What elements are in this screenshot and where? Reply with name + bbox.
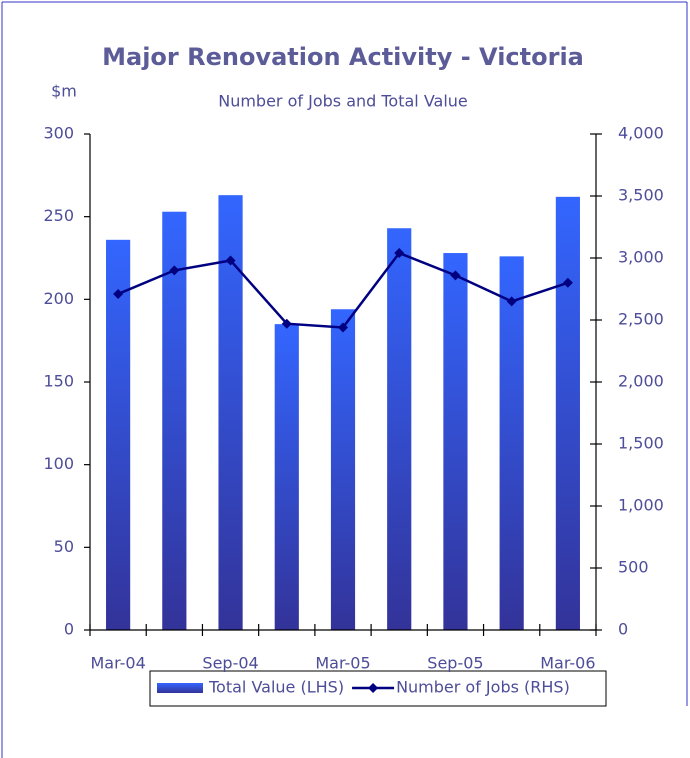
marker — [394, 248, 405, 259]
y-tick-label: 100 — [43, 454, 74, 473]
y2-tick-label: 2,500 — [618, 310, 664, 329]
y-tick-label: 200 — [43, 289, 74, 308]
y2-tick-label: 1,000 — [618, 496, 664, 515]
marker — [506, 296, 517, 307]
x-tick-label: Mar-06 — [540, 654, 595, 673]
y-tick-label: 250 — [43, 206, 74, 225]
bar — [499, 256, 524, 630]
y2-tick-label: 1,500 — [618, 434, 664, 453]
legend-marker — [368, 683, 379, 693]
legend-label: Number of Jobs (RHS) — [396, 678, 570, 697]
y-tick-label: 150 — [43, 372, 74, 391]
y2-tick-label: 2,000 — [618, 372, 664, 391]
marker — [281, 318, 292, 329]
marker — [450, 270, 461, 281]
y-tick-label: 0 — [64, 620, 74, 639]
marker — [113, 288, 124, 299]
bar — [162, 211, 187, 630]
marker — [338, 322, 348, 333]
bar — [330, 309, 356, 630]
x-tick-label: Mar-05 — [315, 654, 370, 673]
y-axis-label: $m — [51, 82, 77, 101]
legend-swatch — [157, 683, 203, 693]
y2-tick-label: 500 — [618, 558, 649, 577]
y-tick-label: 300 — [43, 124, 74, 143]
y-tick-label: 50 — [54, 537, 74, 556]
x-tick-label: Sep-05 — [427, 654, 483, 673]
marker — [225, 255, 236, 266]
legend-label: Total Value (LHS) — [208, 678, 344, 697]
bar — [106, 239, 131, 630]
y2-tick-label: 4,000 — [618, 124, 664, 143]
bar — [387, 228, 412, 631]
y2-tick-label: 0 — [618, 620, 628, 639]
y2-tick-label: 3,000 — [618, 248, 664, 267]
chart-title: Major Renovation Activity - Victoria — [102, 43, 584, 71]
bar — [443, 253, 468, 631]
y2-tick-label: 3,500 — [618, 186, 664, 205]
x-tick-label: Mar-04 — [90, 654, 145, 673]
chart-subtitle: Number of Jobs and Total Value — [218, 92, 468, 111]
x-tick-label: Sep-04 — [202, 654, 258, 673]
bar — [218, 195, 243, 630]
marker — [562, 277, 573, 288]
bar — [555, 196, 580, 630]
bar — [274, 324, 299, 630]
marker — [169, 265, 180, 276]
